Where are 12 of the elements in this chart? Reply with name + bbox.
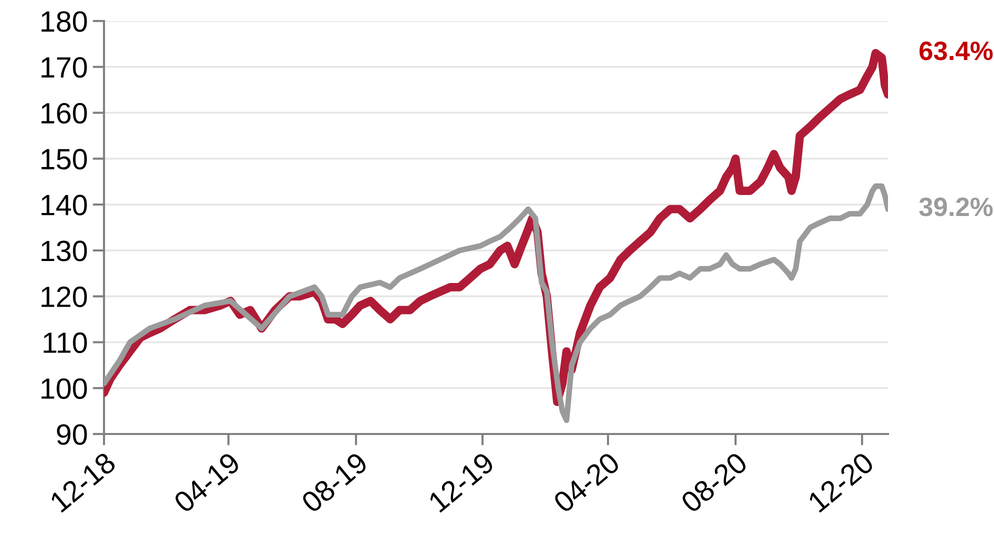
y-tick-label: 120 xyxy=(42,286,87,308)
annotation: 39.2% xyxy=(919,198,993,216)
annotation: 63.4% xyxy=(920,42,993,60)
y-tick-label: 180 xyxy=(42,11,87,32)
y-tick-label: 100 xyxy=(42,378,87,399)
y-tick-label: 170 xyxy=(42,57,87,78)
y-tick-label: 150 xyxy=(42,148,87,170)
y-tick-label: 110 xyxy=(44,332,87,354)
y-tick-label: 130 xyxy=(42,240,87,262)
y-tick-label: 140 xyxy=(42,194,87,216)
y-tick-label: 90 xyxy=(56,424,87,445)
y-tick-label: 160 xyxy=(42,102,87,124)
